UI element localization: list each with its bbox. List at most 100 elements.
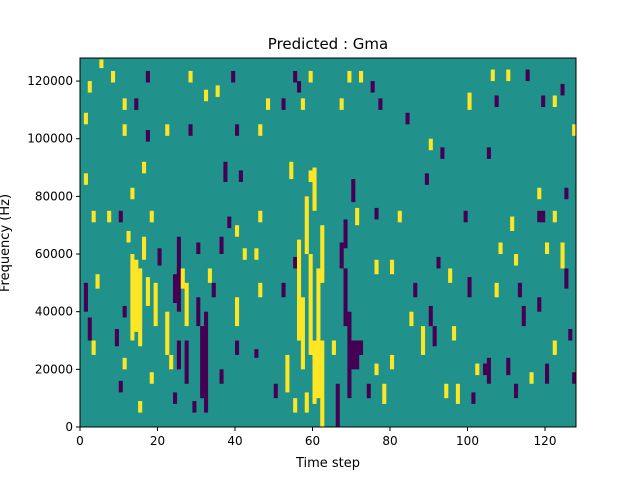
heatmap-cell (339, 98, 344, 110)
heatmap-cell (564, 268, 569, 289)
heatmap-cell (320, 225, 325, 283)
x-tick-label: 0 (76, 434, 84, 448)
heatmap-cell (514, 254, 519, 266)
heatmap-cell (145, 277, 150, 306)
heatmap-cell (134, 98, 139, 110)
heatmap-cell (471, 392, 476, 404)
heatmap-cell (494, 95, 499, 108)
chart-title: Predicted : Gma (268, 35, 388, 53)
heatmap-cell (285, 354, 290, 393)
heatmap-cell (428, 305, 433, 327)
heatmap-cell (126, 230, 131, 243)
heatmap-cell (467, 92, 472, 110)
heatmap-cell (254, 248, 259, 260)
heatmap-cell (343, 219, 348, 249)
heatmap-cell (421, 326, 426, 355)
heatmap-cell (444, 383, 449, 399)
heatmap-cell (572, 372, 577, 384)
heatmap-cell (138, 401, 143, 413)
heatmap-cell (188, 124, 193, 136)
heatmap-cell (169, 354, 174, 370)
heatmap-cell (467, 277, 472, 298)
heatmap-cell (537, 297, 542, 312)
heatmap-cell (506, 357, 511, 376)
heatmap-cell (374, 259, 379, 275)
heatmap-cell (142, 161, 147, 174)
heatmap-cell (293, 398, 298, 413)
heatmap-cell (176, 268, 181, 312)
x-tick-label: 40 (227, 434, 242, 448)
heatmap-cell (258, 282, 263, 298)
x-axis-label: Time step (295, 456, 360, 471)
y-axis-label: Frequency (Hz) (0, 194, 13, 292)
heatmap-cell (564, 187, 569, 200)
axes-frame (79, 57, 577, 428)
heatmap-cell (293, 70, 298, 83)
heatmap-cell (351, 179, 356, 203)
heatmap-cell (122, 357, 127, 370)
heatmap-cell (122, 98, 127, 110)
heatmap-cell (297, 81, 302, 93)
heatmap-cell (475, 363, 480, 376)
heatmap-cell (122, 124, 127, 136)
heatmap-cell (308, 70, 313, 83)
x-tick-label: 60 (305, 434, 320, 448)
heatmap-cell (149, 372, 154, 384)
x-tick-label: 20 (150, 434, 165, 448)
heatmap-cell (359, 70, 364, 83)
heatmap-cell (308, 170, 313, 182)
heatmap-cell (409, 311, 414, 327)
heatmap-cell (235, 340, 240, 355)
heatmap-cell (134, 259, 139, 332)
heatmap-cell (87, 81, 92, 93)
heatmap-cell (343, 268, 348, 327)
heatmap-cell (308, 254, 313, 355)
heatmap-cell (83, 173, 88, 185)
heatmap-cell (235, 124, 240, 136)
heatmap-cell (347, 311, 352, 399)
heatmap-cell (452, 326, 457, 341)
heatmap-cell (114, 328, 119, 347)
heatmap-cell (514, 383, 519, 399)
heatmap-cell (413, 282, 418, 298)
heatmap-cell (552, 340, 557, 355)
heatmap-cell (304, 392, 309, 413)
heatmap-cell (200, 326, 205, 399)
heatmap-cell (223, 161, 228, 182)
heatmap-cell (227, 216, 232, 229)
heatmap-cell (552, 95, 557, 108)
heatmap-cell (312, 340, 317, 404)
heatmap-cell (331, 340, 336, 355)
heatmap-cell (207, 268, 212, 283)
heatmap-cell (122, 305, 127, 318)
heatmap-cell (521, 305, 526, 327)
heatmap-cell (83, 282, 88, 312)
heatmap-cell (238, 170, 243, 182)
heatmap-cell (390, 259, 395, 275)
heatmap-cell (184, 282, 189, 327)
heatmap-cell (568, 328, 573, 341)
heatmap-cell (494, 282, 499, 298)
heatmap-cell (359, 340, 364, 355)
heatmap-cell (355, 207, 360, 226)
heatmap-background (80, 58, 576, 427)
heatmap-cell (107, 210, 112, 223)
heatmap-cell (378, 98, 383, 110)
heatmap-cell (254, 349, 259, 358)
heatmap-cell (192, 401, 197, 413)
heatmap-cell (87, 317, 92, 341)
heatmap-cell (436, 256, 441, 269)
heatmap-cell (293, 256, 298, 269)
heatmap-cell (153, 282, 158, 327)
heatmap-cell (424, 173, 429, 185)
heatmap-cell (149, 210, 154, 223)
heatmap-cell (188, 70, 193, 83)
heatmap-cell (397, 210, 402, 223)
heatmap-cell (304, 196, 309, 255)
heatmap-cell (510, 216, 515, 231)
heatmap-cell (215, 85, 220, 97)
heatmap-cell (320, 340, 325, 427)
heatmap-cell (347, 70, 352, 83)
heatmap-cell (545, 363, 550, 384)
